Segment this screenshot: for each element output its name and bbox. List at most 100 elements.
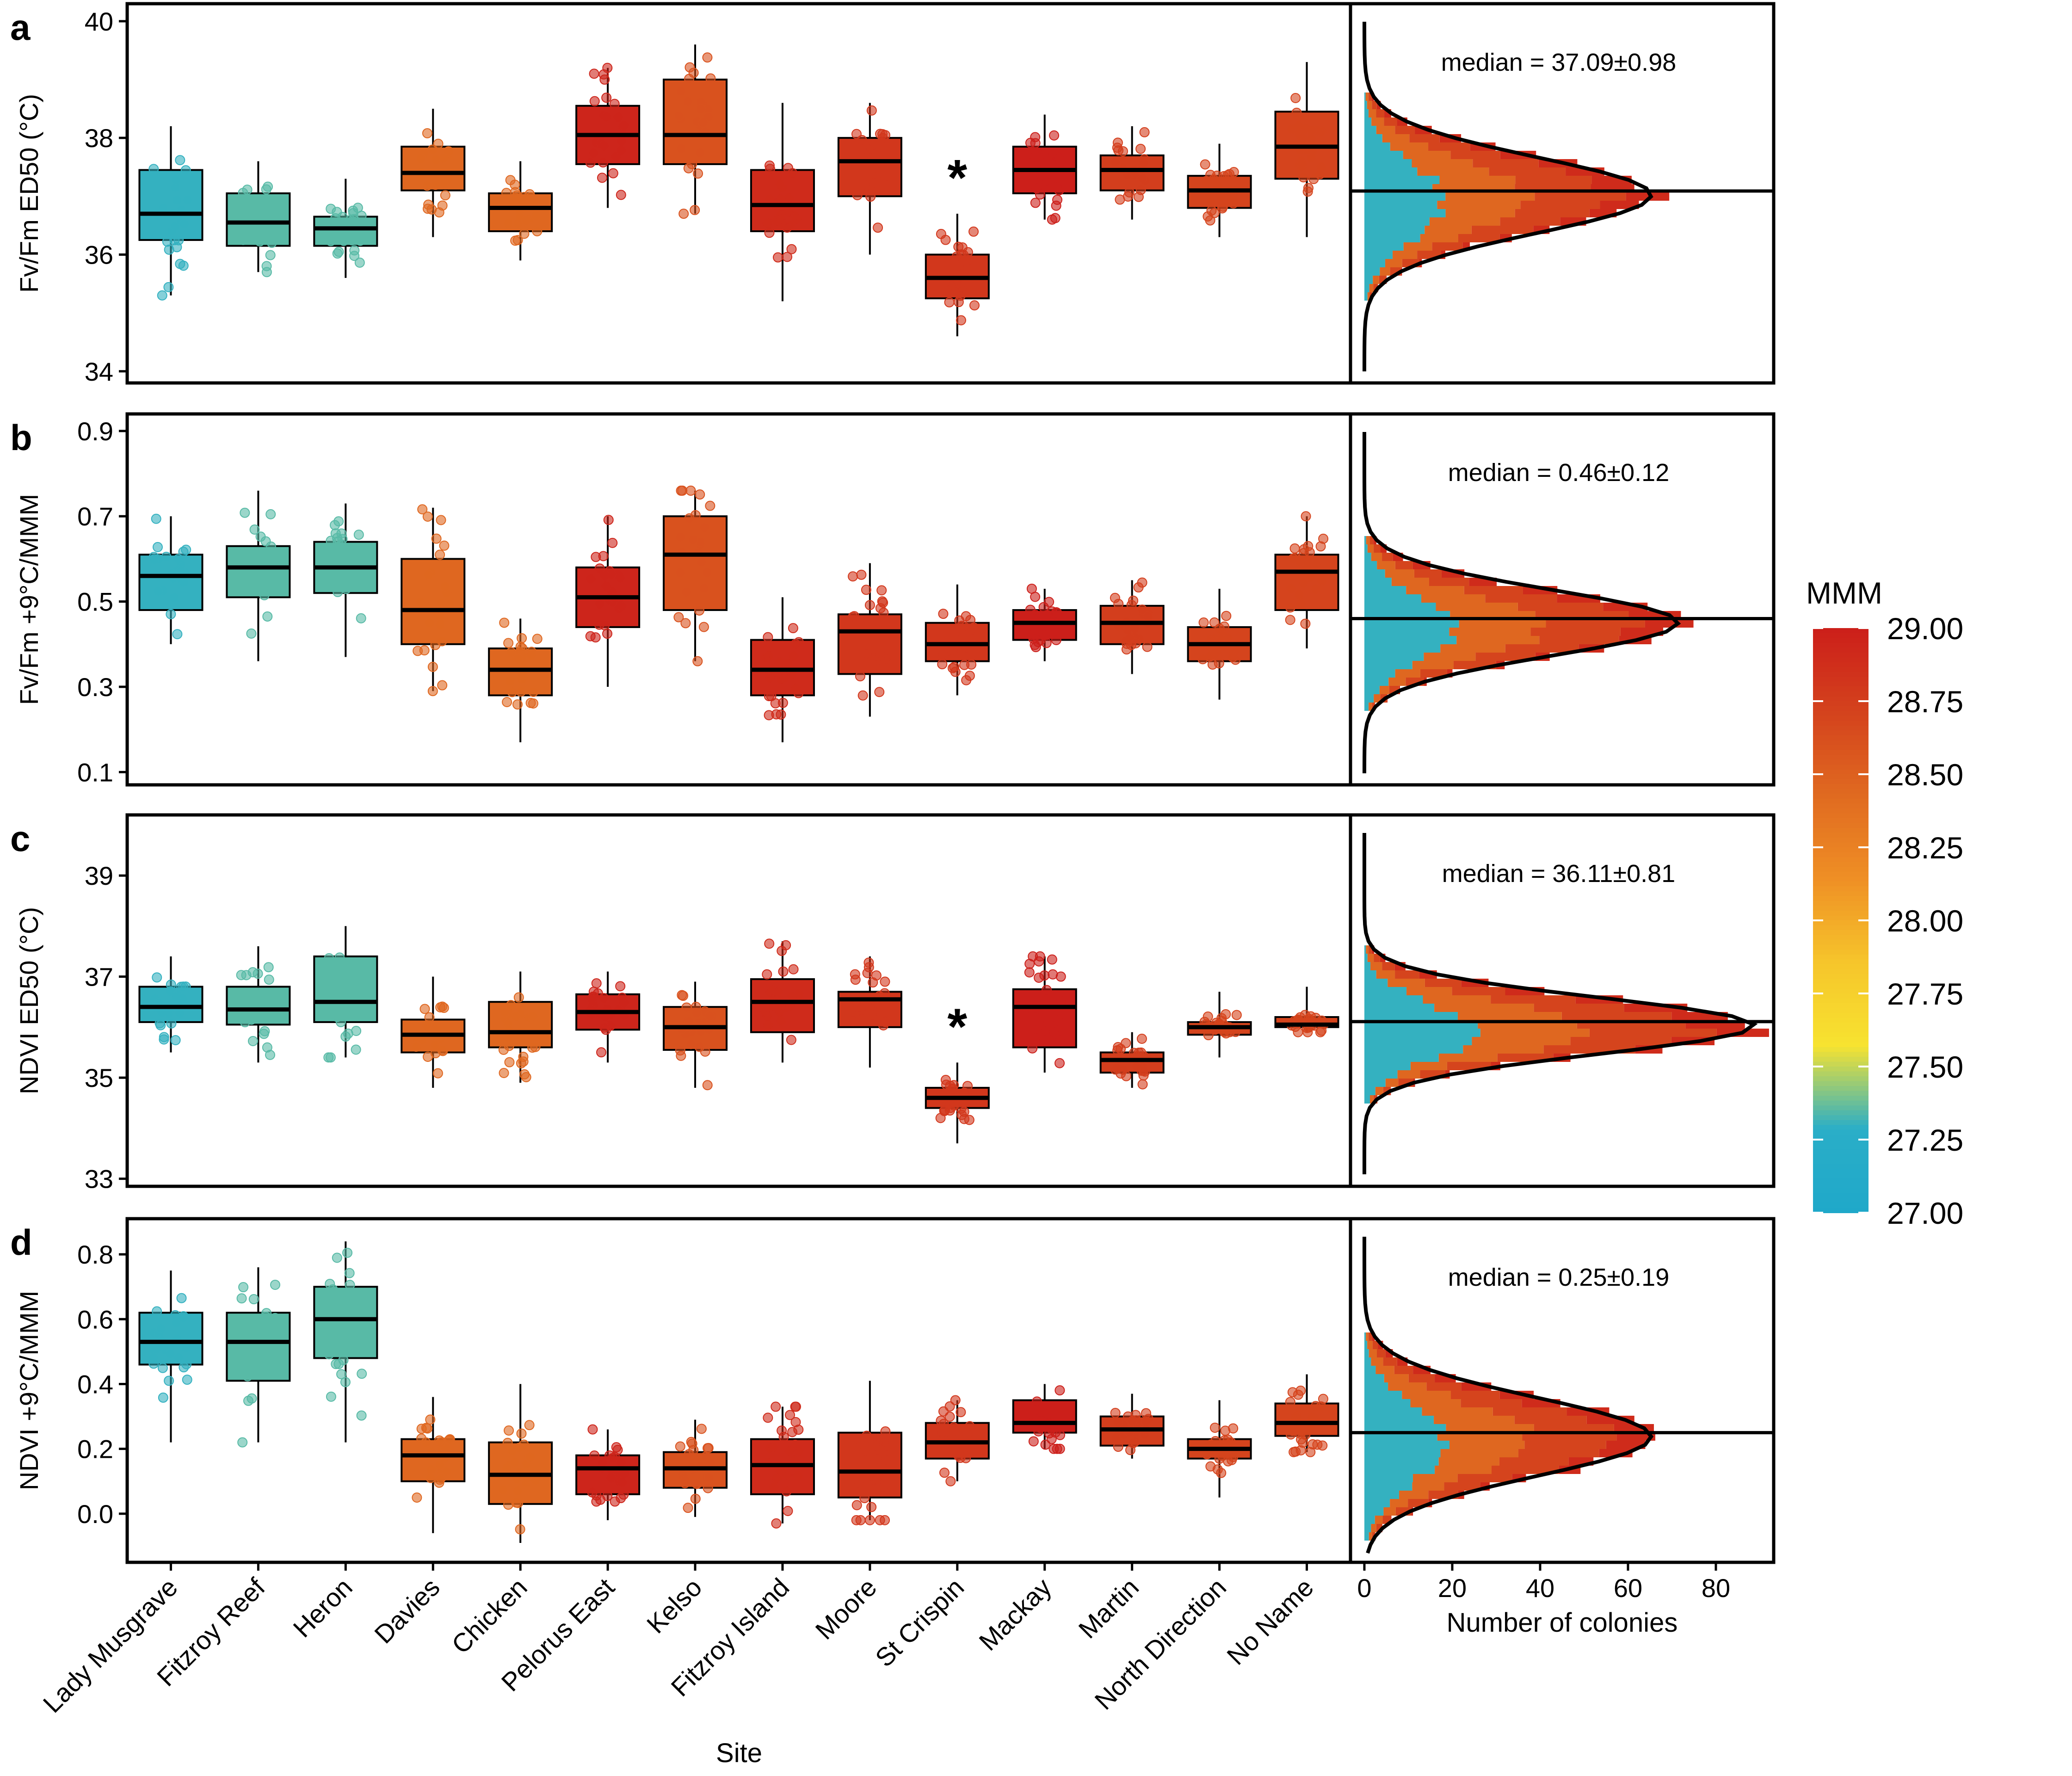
colorbar-segment <box>1813 969 1868 974</box>
colony-point <box>434 1435 444 1446</box>
histogram-bar <box>1369 703 1372 711</box>
histogram-bar <box>1456 636 1540 644</box>
colony-point <box>882 1441 893 1451</box>
colony-point <box>944 1401 955 1412</box>
histogram-bar <box>1379 686 1389 694</box>
colorbar-segment <box>1813 798 1868 804</box>
colony-point <box>158 1392 168 1403</box>
colony-point <box>247 1036 258 1047</box>
colony-point <box>869 163 879 174</box>
colonies-tick-label: 40 <box>1526 1573 1554 1603</box>
colony-point <box>601 1024 611 1035</box>
histogram-bar <box>1364 1391 1402 1399</box>
colorbar-label: 29.00 <box>1887 611 1963 646</box>
colony-point <box>441 1466 452 1477</box>
colony-point <box>848 571 858 582</box>
histogram-bar <box>1449 628 1531 636</box>
y-tick-label: 0.3 <box>77 672 113 702</box>
colony-point <box>771 1518 782 1529</box>
histogram-bar <box>1374 694 1381 703</box>
colony-point <box>1044 597 1054 607</box>
colony-point <box>793 1446 804 1456</box>
colony-point <box>255 988 266 999</box>
colorbar-segment <box>1813 784 1868 789</box>
colony-point <box>500 1007 510 1018</box>
box-st-crispin <box>925 1062 990 1144</box>
colony-point <box>1308 174 1319 185</box>
colony-point <box>1052 195 1063 205</box>
histogram-bar <box>1364 176 1440 184</box>
colony-point <box>684 1449 694 1460</box>
colony-point <box>430 640 441 650</box>
box-pelorus-east <box>575 971 641 1063</box>
colony-point <box>597 1457 608 1468</box>
histogram-bar <box>1364 1349 1369 1357</box>
box-lady-musgrave <box>138 1270 204 1443</box>
colony-point <box>787 168 798 179</box>
colony-point <box>331 1010 341 1020</box>
colony-point <box>412 1492 422 1503</box>
colony-point <box>959 660 970 670</box>
histogram-bar <box>1364 217 1430 226</box>
colony-point <box>619 120 629 131</box>
histogram-bar <box>1437 1432 1523 1441</box>
colony-point <box>425 1414 436 1425</box>
colony-point <box>868 185 879 196</box>
colony-point <box>1139 158 1149 168</box>
colony-point <box>419 1004 430 1014</box>
colony-point <box>851 129 862 139</box>
histogram-bar <box>1364 1366 1376 1374</box>
histogram-bar <box>1424 979 1462 987</box>
colony-point <box>594 563 605 574</box>
colony-point <box>431 533 442 544</box>
box-mackay <box>1012 951 1077 1073</box>
colorbar-segment <box>1813 1042 1868 1048</box>
colony-point <box>786 244 797 254</box>
histogram-bar <box>1364 653 1424 661</box>
colorbar-segment <box>1813 1008 1868 1014</box>
histogram-bar <box>1364 1449 1441 1457</box>
colony-point <box>353 530 364 540</box>
histogram-bar <box>1435 1466 1492 1474</box>
colorbar-segment <box>1813 1169 1868 1174</box>
colony-point <box>532 634 543 644</box>
colony-point <box>1056 996 1067 1006</box>
histogram-bar <box>1364 242 1404 251</box>
histogram-bar <box>1534 1424 1614 1432</box>
colony-point <box>518 1051 529 1062</box>
colony-point <box>421 1020 432 1030</box>
histogram-bar <box>1535 192 1626 201</box>
colony-point <box>1209 208 1220 218</box>
colony-point <box>434 207 444 218</box>
colony-point <box>1316 1025 1327 1036</box>
histogram-bar <box>1376 1349 1386 1357</box>
y-tick-label: 39 <box>85 861 113 890</box>
colony-point <box>166 1018 177 1029</box>
colony-point <box>763 651 774 661</box>
colony-point <box>416 154 426 164</box>
colony-point <box>157 1007 167 1018</box>
histogram-bar <box>1364 151 1403 159</box>
colony-point <box>695 489 705 500</box>
significance-asterisk: * <box>947 149 967 206</box>
colony-point <box>688 535 699 545</box>
colony-point <box>866 105 877 116</box>
colony-point <box>165 1348 176 1359</box>
colony-point <box>1303 183 1314 193</box>
colony-point <box>764 691 774 702</box>
colony-point <box>502 1437 513 1448</box>
colony-point <box>964 1421 975 1431</box>
colony-point <box>178 260 189 271</box>
colony-point <box>702 1080 713 1091</box>
colony-point <box>681 587 691 598</box>
histogram-bar <box>1364 126 1376 134</box>
histogram-bar <box>1489 167 1566 176</box>
colony-point <box>532 226 543 236</box>
colorbar-segment <box>1813 1164 1868 1170</box>
histogram-bar <box>1570 1037 1671 1045</box>
colony-point <box>776 709 786 720</box>
colony-point <box>617 136 627 147</box>
colony-point <box>962 263 973 274</box>
colorbar-segment <box>1813 789 1868 795</box>
colony-point <box>1227 652 1238 663</box>
